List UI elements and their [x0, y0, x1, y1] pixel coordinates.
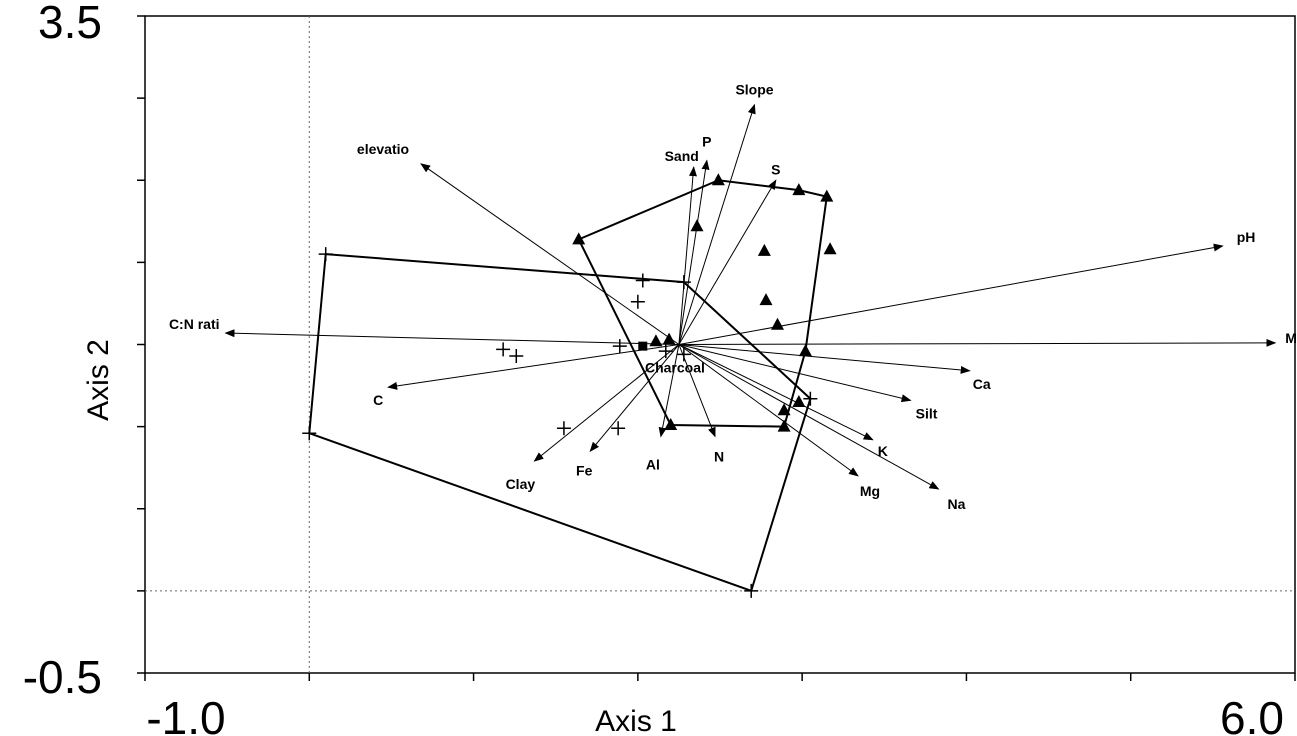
vector-label-clay: Clay [506, 476, 536, 492]
plus-point [658, 344, 673, 359]
vector-label-c: C [373, 392, 383, 408]
plus-point [496, 342, 511, 357]
vector-label-s: S [771, 161, 780, 177]
plus-point [318, 247, 333, 262]
group-hull-1 [577, 179, 828, 428]
triangle-point [823, 242, 837, 255]
vector-arrow-al [658, 344, 680, 438]
x-axis-title: Axis 1 [595, 705, 677, 736]
triangle-point [690, 219, 704, 232]
plus-point [509, 348, 524, 363]
plus-point [676, 347, 691, 362]
plus-point [803, 391, 818, 406]
plus-point [611, 421, 626, 436]
vector-label-n: N [714, 448, 724, 464]
vector-label-mn: Mn [1285, 330, 1297, 346]
vector-arrow-k [678, 344, 874, 441]
triangle-point [792, 394, 806, 407]
triangle-point [792, 183, 806, 196]
vector-arrow-elevatio [420, 163, 680, 345]
vector-label-slope: Slope [735, 82, 773, 98]
vector-arrow-silt [678, 344, 912, 403]
vector-arrow-c-n-rati [224, 329, 679, 345]
triangle-point [771, 317, 784, 330]
y-axis-title: Axis 2 [82, 339, 115, 421]
triangle-point [662, 332, 676, 345]
vector-label-al: Al [646, 456, 660, 472]
x-tick-label-right: 6.0 [1220, 692, 1284, 736]
vector-arrow-sand [678, 166, 697, 345]
vector-arrow-fe [589, 344, 680, 453]
triangle-point [820, 189, 834, 202]
vector-label-c-n-rati: C:N rati [169, 316, 220, 332]
triangle-point [572, 232, 586, 245]
group-hull-2 [308, 253, 812, 593]
triangle-point [777, 419, 791, 432]
vector-arrow-c [387, 344, 680, 390]
vector-label-na: Na [948, 496, 966, 512]
vector-label-silt: Silt [916, 405, 938, 421]
vector-arrow-clay [533, 344, 680, 462]
vector-arrow-mg [678, 344, 859, 477]
vector-arrow-n [678, 344, 716, 438]
vector-label-fe: Fe [576, 462, 593, 478]
vector-arrow-mn [678, 338, 1277, 347]
triangle-point [649, 334, 663, 347]
vector-label-k: K [878, 443, 888, 459]
vector-arrow-na [678, 344, 940, 490]
vector-arrow-ph [678, 243, 1224, 345]
square-point [638, 341, 648, 351]
vector-arrow-ca [678, 344, 971, 374]
y-tick-label-bottom: -0.5 [23, 651, 102, 703]
triangle-point [711, 173, 725, 186]
triangle-point [777, 403, 791, 416]
plus-point [302, 426, 317, 441]
plus-point [744, 583, 759, 598]
plus-point [635, 273, 650, 288]
vector-arrow-s [678, 179, 777, 345]
triangle-point [759, 293, 773, 306]
plus-point [612, 339, 627, 354]
vector-label-sand: Sand [665, 148, 699, 164]
vector-arrow-slope [678, 103, 756, 345]
vector-label-elevatio: elevatio [357, 141, 409, 157]
plus-point [556, 421, 571, 436]
plus-point [676, 275, 691, 290]
x-tick-label-left: -1.0 [146, 692, 225, 736]
vector-label-p: P [702, 134, 711, 150]
y-tick-label-top: 3.5 [38, 0, 102, 48]
vector-label-ph: pH [1237, 229, 1256, 245]
plus-point [630, 294, 645, 309]
vector-arrow-p [678, 159, 710, 345]
triangle-point [798, 344, 812, 357]
triangle-point [757, 243, 771, 256]
vector-label-ca: Ca [973, 376, 991, 392]
triangle-point [664, 417, 678, 430]
vector-label-charcoal: Charcoal [645, 360, 705, 376]
vector-label-mg: Mg [860, 483, 880, 499]
